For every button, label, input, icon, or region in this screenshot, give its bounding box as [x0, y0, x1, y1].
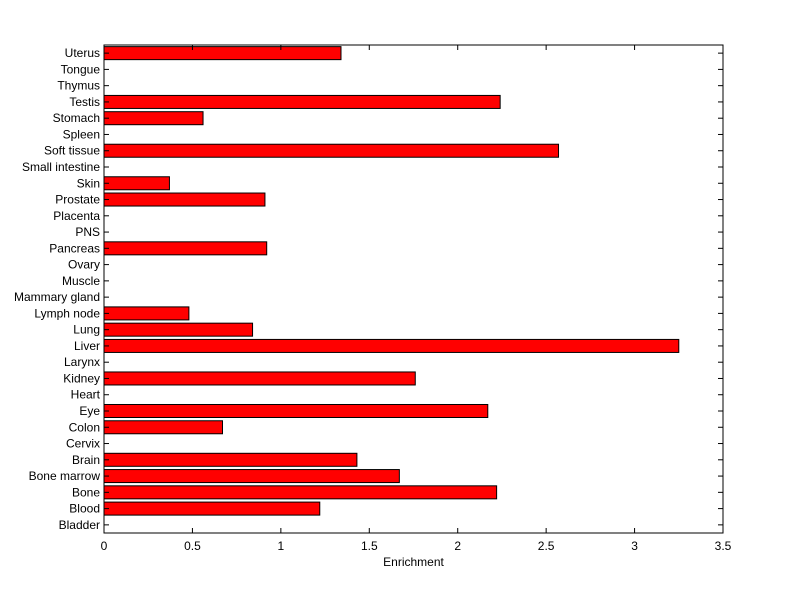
y-tick-label: Larynx: [64, 355, 100, 369]
y-tick-label: Placenta: [53, 209, 100, 223]
x-axis-label: Enrichment: [383, 555, 444, 569]
x-tick-label: 2.5: [538, 539, 555, 553]
y-tick-label: Heart: [71, 388, 101, 402]
y-tick-label: Pancreas: [49, 241, 100, 255]
bar-colon: [103, 420, 223, 435]
bar-bone-marrow: [103, 469, 400, 484]
bar-pancreas: [103, 241, 268, 256]
y-tick-label: Skin: [77, 176, 100, 190]
y-tick-label: Bone marrow: [29, 469, 101, 483]
y-tick-label: Bone: [72, 485, 100, 499]
x-tick-label: 2: [454, 539, 461, 553]
x-tick-label: 0.5: [184, 539, 201, 553]
bars-group: [103, 46, 680, 516]
y-tick-label: Brain: [72, 453, 100, 467]
bar-brain: [103, 452, 358, 467]
bar-uterus: [103, 46, 342, 61]
y-tick-label: Small intestine: [22, 160, 100, 174]
y-tick-label: Lymph node: [34, 306, 100, 320]
bar-soft-tissue: [103, 143, 560, 158]
y-tick-label: Tongue: [61, 62, 101, 76]
y-tick-label: Uterus: [65, 46, 100, 60]
y-tick-label: Ovary: [68, 258, 100, 272]
bar-blood: [103, 501, 321, 516]
bar-bone: [103, 485, 498, 500]
y-tick-label: Spleen: [63, 127, 100, 141]
x-tick-label: 3: [631, 539, 638, 553]
y-tick-label: Muscle: [62, 274, 100, 288]
y-tick-label: Bladder: [59, 518, 100, 532]
bar-prostate: [103, 192, 266, 207]
bar-kidney: [103, 371, 416, 386]
y-tick-label: Lung: [73, 323, 100, 337]
bar-testis: [103, 94, 501, 109]
x-tick-label: 0: [101, 539, 108, 553]
y-tick-label: Mammary gland: [14, 290, 100, 304]
y-tick-label: Stomach: [53, 111, 100, 125]
x-ticks-group: 0 0.5 1 1.5 2 2.5 3 3.5: [101, 45, 732, 553]
y-tick-label: Eye: [79, 404, 100, 418]
plot-frame: [103, 44, 724, 534]
y-tick-label: Soft tissue: [44, 144, 100, 158]
x-tick-label: 3.5: [715, 539, 732, 553]
y-tick-label: Colon: [69, 420, 100, 434]
bar-lymph-node: [103, 306, 190, 321]
y-tick-label: Thymus: [57, 79, 100, 93]
y-tick-label: Blood: [69, 502, 100, 516]
x-tick-label: 1.5: [361, 539, 378, 553]
bar-eye: [103, 403, 489, 419]
bar-stomach: [103, 111, 204, 126]
y-tick-label: Prostate: [55, 193, 100, 207]
y-tick-label: Cervix: [66, 437, 100, 451]
bar-lung: [103, 322, 254, 337]
y-tick-label: Testis: [69, 95, 100, 109]
y-ticks-group: Bladder Blood Bone Bone marrow Brain Cervix Co…: [14, 46, 723, 532]
y-tick-label: Kidney: [63, 371, 100, 385]
y-tick-label: PNS: [75, 225, 100, 239]
bar-skin: [103, 176, 170, 191]
x-tick-label: 1: [278, 539, 285, 553]
y-tick-label: Liver: [74, 339, 100, 353]
bar-liver: [103, 338, 680, 353]
